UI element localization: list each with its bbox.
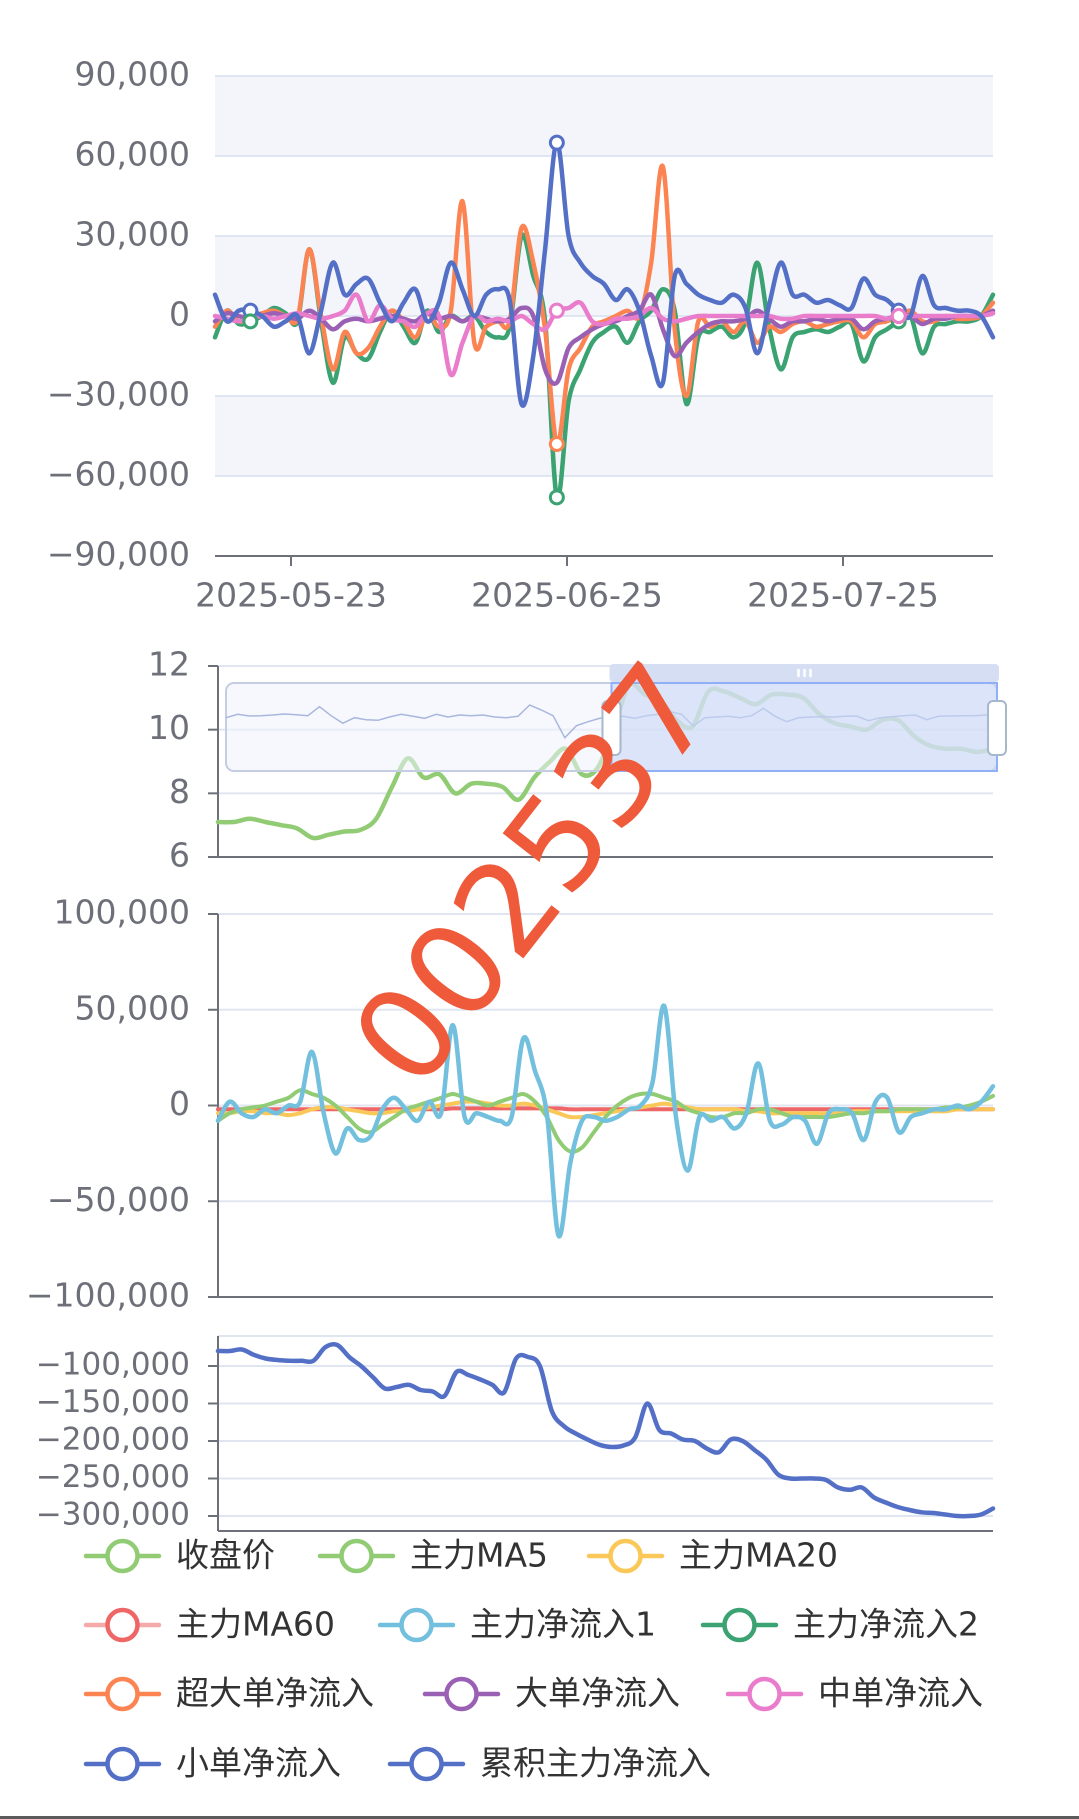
legend-label: 主力净流入2 [793,1605,979,1644]
legend-label: 主力MA60 [176,1605,335,1644]
panel1-y-tick: 60,000 [75,135,190,174]
legend-circle-icon [608,1538,643,1574]
legend-circle-icon [339,1538,374,1574]
data-zoom-slider[interactable] [225,664,1007,772]
panel3-y-tick: −100,000 [26,1276,190,1315]
panel1-x-tick: 2025-05-23 [195,576,387,615]
legend-label: 超大单净流入 [176,1674,374,1713]
legend-item-ma60[interactable]: 主力MA60 [83,1605,335,1644]
legend-label: 主力净流入1 [470,1605,656,1644]
panel4-y-tick: −250,000 [36,1459,190,1495]
legend-item-mid[interactable]: 中单净流入 [725,1674,983,1713]
series-point-super [548,436,565,452]
panel4-y-tick: −200,000 [36,1422,190,1458]
panel1-band-0 [215,76,993,156]
series-line-net1 [215,1003,996,1239]
series-line-net2 [212,232,996,501]
legend-item-big[interactable]: 大单净流入 [422,1674,680,1713]
legend-circle-icon [722,1607,757,1643]
panel-net-flows: 90,000 60,000 30,000 0 −30,000 −60,000 −90,000… [47,55,996,615]
series-line-mid [212,292,996,378]
series-line-small [212,140,996,408]
series-line-ma5 [216,1088,995,1154]
panel-main-flow-ma: 100,000 50,000 0 −50,000 −100,000 [26,893,996,1315]
series-point-mid [890,308,907,324]
legend-item-net1[interactable]: 主力净流入1 [377,1605,656,1644]
bottom-divider [0,1816,1079,1819]
panel4-y-tick: −150,000 [36,1384,190,1420]
legend-circle-icon [105,1607,140,1643]
panel3-y-tick: 0 [169,1084,190,1123]
zoom-move-grip [809,669,812,677]
legend-item-super[interactable]: 超大单净流入 [83,1674,374,1713]
panel1-x-tick: 2025-07-25 [747,576,939,615]
series-point-net2 [242,313,259,330]
legend-item-ma20[interactable]: 主力MA20 [586,1536,838,1575]
legend-label: 大单净流入 [515,1674,680,1713]
zoom-start-handle[interactable] [601,700,622,756]
panel1-y-tick: −30,000 [47,375,190,414]
series-line-cum [215,1342,996,1519]
panel3-y-tick: −50,000 [47,1180,190,1219]
panel4-y-tick: −100,000 [36,1347,190,1383]
legend-circle-icon [105,1538,140,1574]
legend-circle-icon [105,1676,140,1712]
panel1-y-tick: −90,000 [47,535,190,574]
legend-item-small[interactable]: 小单净流入 [83,1744,341,1783]
legend-label: 收盘价 [176,1536,275,1575]
legend-circle-icon [105,1746,140,1782]
legend: 收盘价 主力MA5 主力MA20 主力MA60 主力净流入1 主力净流入2 超大单净流入 大单… [83,1536,983,1783]
legend-circle-icon [409,1746,444,1782]
legend-item-net2[interactable]: 主力净流入2 [700,1605,979,1644]
panel2-y-tick: 12 [148,645,190,684]
zoom-end-handle[interactable] [987,700,1007,756]
panel-close-price: 12 10 8 6 [148,645,1007,875]
panel2-y-tick: 10 [148,708,190,747]
panel1-y-tick: −60,000 [47,455,190,494]
panel1-y-tick: 0 [169,295,190,334]
zoom-move-grip [797,669,800,677]
panel1-band-1 [215,236,993,316]
legend-label: 累积主力净流入 [480,1744,711,1783]
panel2-y-tick: 8 [169,772,190,811]
panel1-band-2 [215,396,993,476]
panel4-y-tick: −300,000 [36,1497,190,1533]
panel3-y-tick: 50,000 [75,988,190,1027]
legend-item-ma5[interactable]: 主力MA5 [317,1536,548,1575]
legend-label: 主力MA20 [679,1536,838,1575]
panel2-y-tick: 6 [169,836,190,875]
legend-circle-icon [444,1676,479,1712]
legend-item-close[interactable]: 收盘价 [83,1536,275,1575]
legend-circle-icon [399,1607,434,1643]
legend-item-cum[interactable]: 累积主力净流入 [387,1744,711,1783]
panel3-y-tick: 100,000 [54,893,190,932]
zoom-move-grip [803,669,806,677]
panel1-y-tick: 90,000 [75,55,190,94]
series-point-mid [548,302,565,319]
series-point-small [548,134,565,151]
panel-cumulative-flow: −100,000−150,000−200,000−250,000−300,000 [36,1335,996,1533]
legend-circle-icon [747,1676,782,1712]
legend-label: 主力MA5 [410,1536,548,1575]
series-point-net2 [548,489,565,506]
zoom-selected-window[interactable] [610,682,998,772]
panel1-x-tick: 2025-06-25 [471,576,663,615]
legend-label: 小单净流入 [176,1744,341,1783]
panel1-y-tick: 30,000 [75,215,190,254]
legend-label: 中单净流入 [818,1674,983,1713]
